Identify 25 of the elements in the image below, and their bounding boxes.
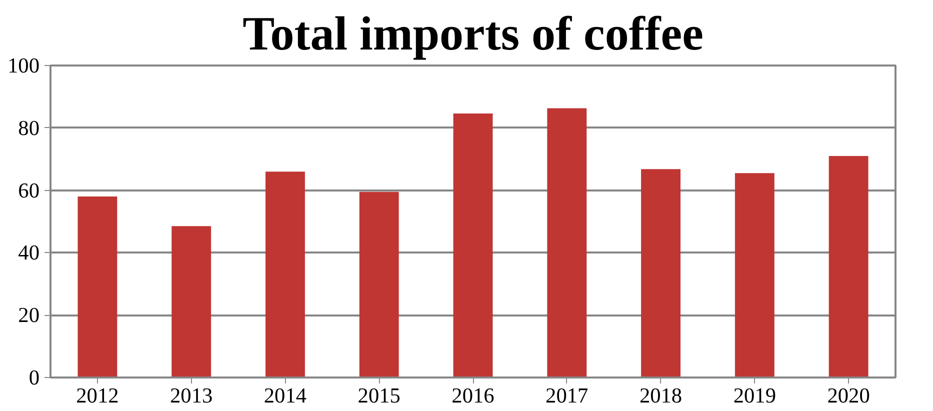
x-tick-label: 2012 xyxy=(76,384,119,408)
y-tick-label: 100 xyxy=(8,54,40,78)
bar xyxy=(359,192,399,378)
y-tick-label: 60 xyxy=(18,178,40,202)
bar xyxy=(547,108,587,378)
y-tick-label: 20 xyxy=(18,303,40,328)
bar xyxy=(78,196,118,378)
y-tick-label: 0 xyxy=(28,366,40,390)
bar xyxy=(641,169,680,378)
chart-title: Total imports of coffee xyxy=(242,8,704,60)
x-tick-label: 2017 xyxy=(546,384,589,408)
x-tick-label: 2014 xyxy=(264,384,307,408)
bar xyxy=(828,156,868,378)
y-tick-label: 80 xyxy=(18,116,40,140)
bar xyxy=(734,173,774,378)
x-tick-label: 2020 xyxy=(827,384,870,408)
x-tick-label: 2019 xyxy=(733,384,776,408)
x-tick-label: 2018 xyxy=(639,384,682,408)
x-tick-label: 2016 xyxy=(452,384,495,408)
x-tick-label: 2013 xyxy=(170,384,213,408)
y-tick-label: 40 xyxy=(18,240,40,265)
x-tick-label: 2015 xyxy=(358,384,400,408)
bar xyxy=(266,172,305,378)
bar xyxy=(172,226,212,378)
bar xyxy=(453,114,493,378)
